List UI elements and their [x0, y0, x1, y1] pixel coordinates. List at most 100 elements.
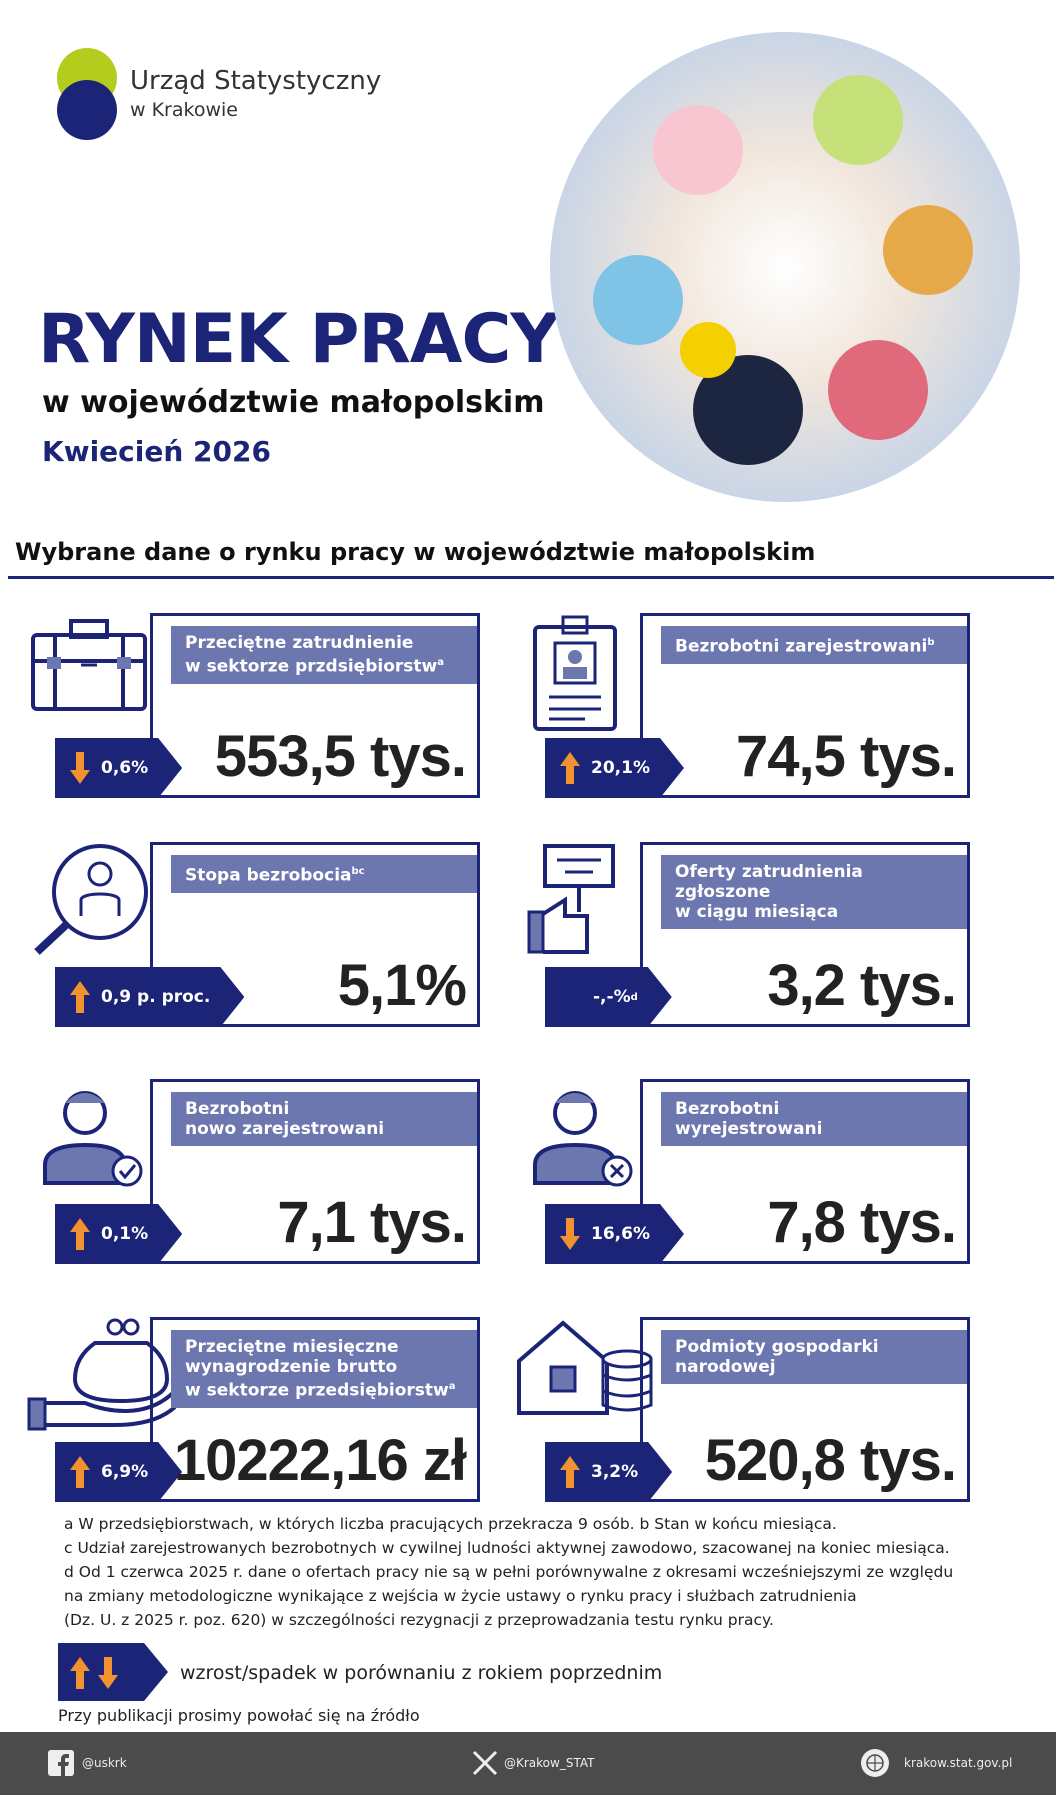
change-sup: d	[630, 991, 638, 1003]
label-line: wyrejestrowani	[675, 1119, 823, 1139]
facebook-handle: @uskrk	[82, 1756, 127, 1770]
facebook-icon	[48, 1750, 74, 1776]
card-box: Bezrobotni nowo zarejestrowani	[150, 1079, 480, 1264]
label-line: Oferty zatrudnienia zgłoszone	[675, 862, 863, 902]
x-handle: @Krakow_STAT	[504, 1756, 595, 1770]
photo	[550, 32, 1020, 502]
stat-value: 5,1%	[337, 953, 467, 1018]
change-value: 0,6%	[101, 758, 149, 778]
label-line: Bezrobotni	[675, 1099, 780, 1119]
footer: @uskrk @Krakow_STAT krakow.stat.gov.pl	[0, 1732, 1056, 1795]
source-note: Przy publikacji prosimy powołać się na ź…	[58, 1706, 420, 1725]
icon-person-x	[533, 1091, 633, 1187]
legend-arrows	[70, 1657, 118, 1689]
stat-card: Oferty zatrudnienia zgłoszone w ciągu mie…	[515, 842, 970, 1027]
change-badge: 6,9%	[55, 1442, 182, 1502]
arrow-up	[559, 750, 581, 786]
footnote: a W przedsiębiorstwach, w których liczba…	[64, 1515, 837, 1533]
card-label: Stopa bezrobociabc	[171, 855, 477, 893]
period: Kwiecień 2026	[42, 435, 271, 468]
arrow-down	[559, 1216, 581, 1252]
change-badge: 0,1%	[55, 1204, 182, 1264]
label-line: w sektorze przedsiębiorstwa	[185, 1380, 456, 1401]
stat-value: 7,8 tys.	[767, 1190, 957, 1255]
change-badge: 0,6%	[55, 738, 182, 798]
change-badge: 16,6%	[545, 1204, 684, 1264]
footnote: d Od 1 czerwca 2025 r. dane o ofertach p…	[64, 1563, 954, 1581]
legend-text: wzrost/spadek w porównaniu z rokiem popr…	[180, 1662, 663, 1684]
arrow-up	[559, 1454, 581, 1490]
card-box: Przeciętne zatrudnienie w sektorze przdsi…	[150, 613, 480, 798]
web-icon	[861, 1749, 889, 1777]
org-sub: w Krakowie	[130, 99, 238, 121]
card-box: Oferty zatrudnienia zgłoszone w ciągu mie…	[640, 842, 970, 1027]
stat-value: 3,2 tys.	[767, 953, 957, 1018]
change-value: 3,2%	[591, 1462, 639, 1482]
label-line: w ciągu miesiąca	[675, 902, 839, 922]
label-line: narodowej	[675, 1357, 776, 1377]
stat-value: 74,5 tys.	[736, 724, 957, 789]
x-icon	[472, 1750, 498, 1776]
card-label: Przeciętne miesięczne wynagrodzenie brutt…	[171, 1330, 477, 1408]
label-line: wynagrodzenie brutto	[185, 1357, 398, 1377]
arrow-down	[69, 750, 91, 786]
label-line: Przeciętne miesięczne	[185, 1337, 399, 1357]
arrow-up	[69, 979, 91, 1015]
card-label: Podmioty gospodarki narodowej	[661, 1330, 967, 1384]
org-name: Urząd Statystyczny	[130, 66, 382, 96]
section-title: Wybrane dane o rynku pracy w województwi…	[15, 538, 816, 566]
card-box: Podmioty gospodarki narodowej	[640, 1317, 970, 1502]
icon-search	[34, 844, 148, 955]
label-line: Bezrobotni	[185, 1099, 290, 1119]
label-sup: a	[437, 657, 444, 668]
stat-value: 7,1 tys.	[277, 1190, 467, 1255]
arrow-up	[69, 1454, 91, 1490]
footnote: c Udział zarejestrowanych bezrobotnych w…	[64, 1539, 950, 1557]
card-label: Bezrobotni wyrejestrowani	[661, 1092, 967, 1146]
change-badge: 0,9 p. proc.	[55, 967, 244, 1027]
legend-badge	[58, 1643, 168, 1701]
stat-card: Bezrobotni wyrejestrowani 16,6% 7,8 tys.	[515, 1079, 970, 1264]
change-value: -,-%	[593, 987, 631, 1007]
stat-card: Przeciętne zatrudnienie w sektorze przdsi…	[25, 613, 480, 798]
change-value: 6,9%	[101, 1462, 149, 1482]
stat-value: 553,5 tys.	[214, 724, 467, 789]
stat-card: Stopa bezrobociabc 0,9 p. proc. 5,1%	[25, 842, 480, 1027]
card-label: Bezrobotni nowo zarejestrowani	[171, 1092, 477, 1146]
label-line: Przeciętne zatrudnienie	[185, 633, 414, 653]
label-sup: b	[927, 637, 935, 648]
card-box: Bezrobotni zarejestrowanib	[640, 613, 970, 798]
card-box: Stopa bezrobociabc	[150, 842, 480, 1027]
footnote: na zmiany metodologiczne wynikające z we…	[64, 1587, 857, 1605]
card-label: Oferty zatrudnienia zgłoszone w ciągu mie…	[661, 855, 967, 929]
label-line: nowo zarejestrowani	[185, 1119, 385, 1139]
change-badge: 3,2%	[545, 1442, 672, 1502]
label-line: w sektorze przdsiębiorstwa	[185, 656, 444, 677]
subtitle: w województwie małopolskim	[42, 385, 545, 420]
card-box: Bezrobotni wyrejestrowani	[640, 1079, 970, 1264]
label-line: Podmioty gospodarki	[675, 1337, 879, 1357]
footnote: (Dz. U. z 2025 r. poz. 620) w szczególno…	[64, 1611, 774, 1629]
stat-card: Bezrobotni zarejestrowanib 20,1% 74,5 tys.	[515, 613, 970, 798]
stat-card: Bezrobotni nowo zarejestrowani 0,1% 7,1 tys…	[25, 1079, 480, 1264]
section-rule	[8, 576, 1054, 579]
card-box: Przeciętne miesięczne wynagrodzenie brutt…	[150, 1317, 480, 1502]
change-value: 16,6%	[591, 1224, 650, 1244]
label-sup: bc	[351, 866, 365, 877]
icon-person-check	[43, 1091, 143, 1187]
change-badge: 20,1%	[545, 738, 684, 798]
label-line: Stopa bezrobociabc	[185, 865, 365, 886]
logo	[57, 48, 117, 140]
title: RYNEK PRACY	[38, 300, 560, 379]
stat-value: 520,8 tys.	[704, 1428, 957, 1493]
arrow-up	[69, 1216, 91, 1252]
stat-card: Podmioty gospodarki narodowej 3,2% 520,8 ty…	[515, 1317, 970, 1502]
icon-wallet	[27, 1318, 177, 1431]
card-label: Przeciętne zatrudnienie w sektorze przdsi…	[171, 626, 477, 684]
icon-sign	[527, 844, 615, 954]
icon-briefcase	[31, 619, 147, 711]
change-value: 0,1%	[101, 1224, 149, 1244]
stat-card: Przeciętne miesięczne wynagrodzenie brutt…	[25, 1317, 480, 1502]
label-sup: a	[448, 1381, 456, 1392]
